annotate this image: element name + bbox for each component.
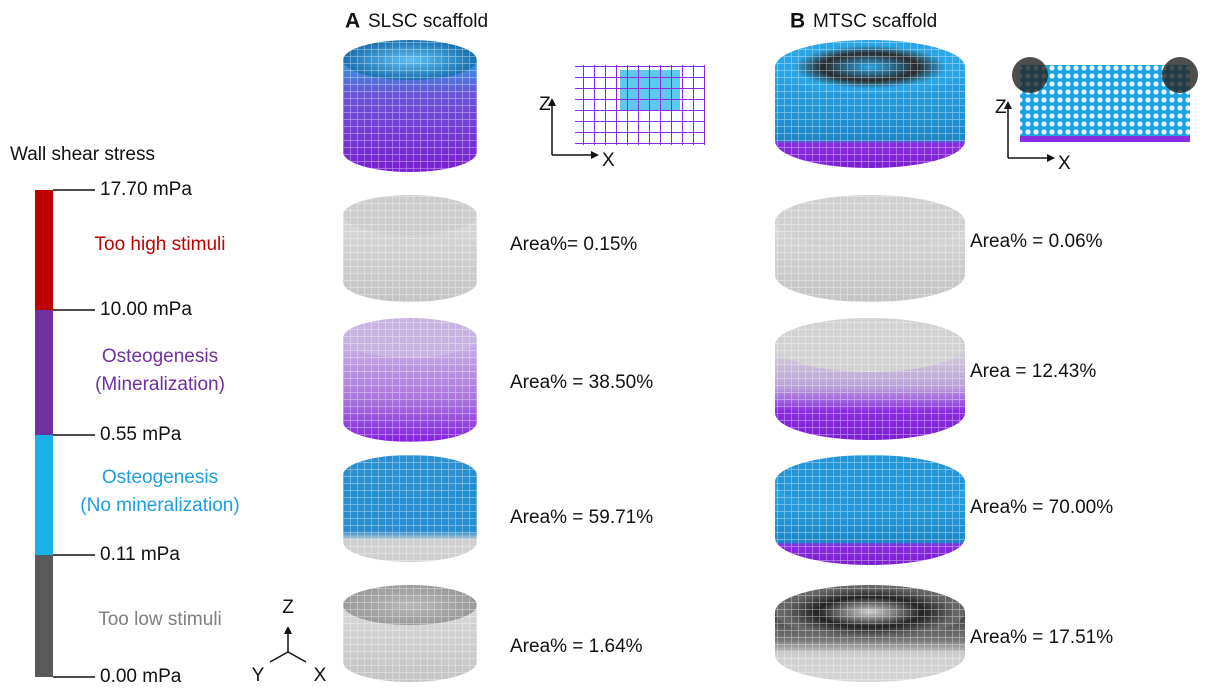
scaffold-grid bbox=[775, 585, 965, 639]
level-label: 10.00 mPa bbox=[100, 299, 192, 320]
band-label: (No mineralization) bbox=[80, 495, 239, 516]
level-label: 17.70 mPa bbox=[100, 179, 192, 200]
axis-label: Z bbox=[282, 597, 294, 618]
band-label: Osteogenesis bbox=[102, 346, 218, 367]
legend-title: Wall shear stress bbox=[10, 144, 155, 165]
scaffold-grid bbox=[343, 195, 477, 235]
area-label: Area% = 38.50% bbox=[510, 372, 653, 393]
band-high bbox=[35, 190, 53, 310]
band-label: Too high stimuli bbox=[95, 234, 226, 255]
inset-edge bbox=[1020, 136, 1190, 142]
panel-title: MTSC scaffold bbox=[813, 11, 937, 32]
inset-grid bbox=[575, 65, 705, 145]
scaffold bbox=[343, 585, 477, 682]
level-label: 0.55 mPa bbox=[100, 424, 182, 445]
area-label: Area% = 59.71% bbox=[510, 507, 653, 528]
scaffold bbox=[775, 585, 965, 682]
panel-letter: A bbox=[345, 10, 360, 33]
area-label: Area% = 17.51% bbox=[970, 627, 1113, 648]
scaffold bbox=[343, 455, 477, 562]
area-label: Area% = 0.06% bbox=[970, 231, 1103, 252]
legend: Wall shear stress bbox=[10, 144, 155, 677]
band-low bbox=[35, 555, 53, 677]
axis-arrow bbox=[270, 652, 288, 662]
scaffold bbox=[775, 195, 965, 302]
arrow-head bbox=[1047, 154, 1055, 162]
arrow-head bbox=[591, 151, 599, 159]
axis-label: Y bbox=[252, 665, 265, 686]
scaffold-grid bbox=[343, 585, 477, 625]
scaffold-grid bbox=[343, 40, 477, 80]
area-label: Area%= 0.15% bbox=[510, 234, 637, 255]
inset-dark bbox=[1012, 57, 1048, 93]
inset-axis-label: Z bbox=[995, 97, 1007, 118]
scaffold-grid bbox=[343, 318, 477, 358]
inset-axis-label: Z bbox=[539, 94, 551, 115]
band-label: Osteogenesis bbox=[102, 467, 218, 488]
scaffold bbox=[343, 195, 477, 302]
inset-axis-label: X bbox=[1058, 153, 1071, 174]
inset-dark bbox=[1162, 57, 1198, 93]
scaffold bbox=[775, 455, 965, 565]
band-label: Too low stimuli bbox=[98, 609, 222, 630]
scaffold-grid bbox=[775, 318, 965, 372]
axis-arrow bbox=[288, 652, 306, 662]
scaffold bbox=[775, 318, 965, 440]
scaffold bbox=[775, 40, 965, 168]
scaffold bbox=[343, 318, 477, 442]
scaffold bbox=[343, 40, 477, 172]
band-label: (Mineralization) bbox=[95, 374, 225, 395]
inset-axis-label: X bbox=[602, 150, 615, 171]
area-label: Area = 12.43% bbox=[970, 361, 1096, 382]
band-mineralization bbox=[35, 310, 53, 435]
scaffold-grid bbox=[343, 455, 477, 495]
area-label: Area% = 70.00% bbox=[970, 497, 1113, 518]
scaffold-grid bbox=[775, 455, 965, 509]
scaffold-grid bbox=[775, 40, 965, 94]
axis-label: X bbox=[314, 665, 327, 686]
arrow-head bbox=[284, 626, 292, 634]
area-label: Area% = 1.64% bbox=[510, 636, 643, 657]
band-no-mineralization bbox=[35, 435, 53, 555]
figure: Wall shear stress 17.70 mPa 10.00 mPa 0.55… bbox=[0, 0, 1206, 692]
panel-letter: B bbox=[790, 10, 805, 33]
level-label: 0.00 mPa bbox=[100, 666, 182, 687]
panel-title: SLSC scaffold bbox=[368, 11, 488, 32]
scaffold-grid bbox=[775, 195, 965, 249]
level-label: 0.11 mPa bbox=[100, 544, 180, 565]
